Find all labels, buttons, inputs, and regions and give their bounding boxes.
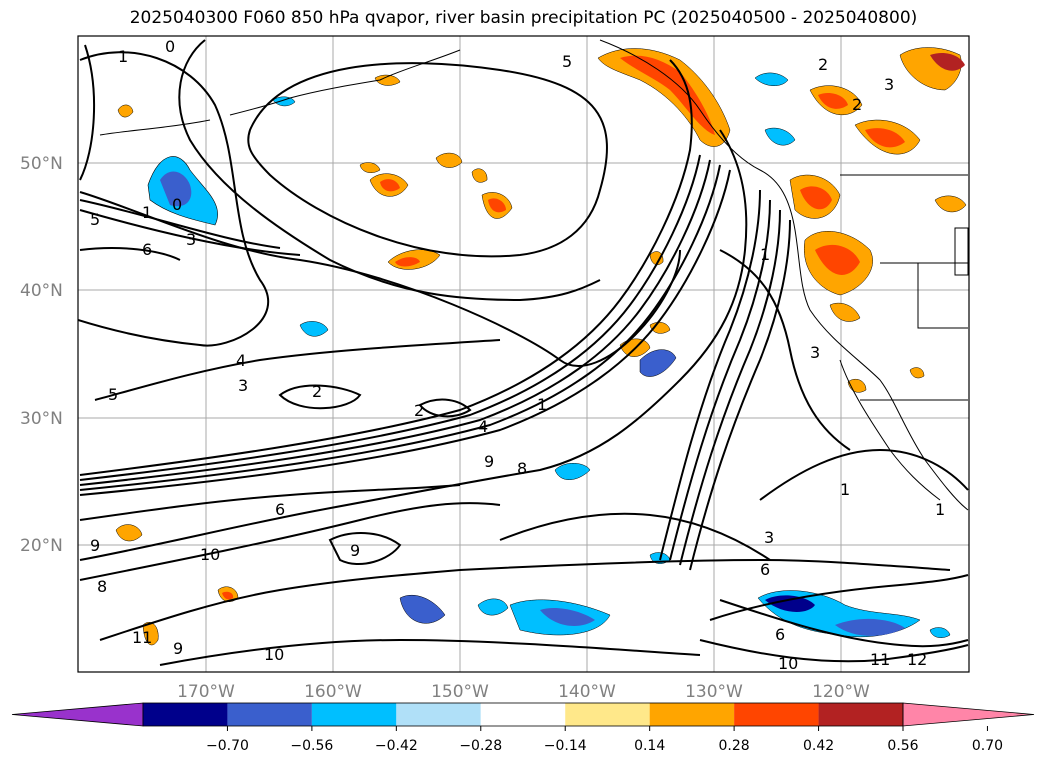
colorbar-segment <box>565 703 650 726</box>
latitude-labels: 50°N 40°N 30°N 20°N <box>20 154 63 556</box>
lon-label: 170°W <box>177 682 235 702</box>
contour-label: 1 <box>760 245 770 264</box>
contour-label: 8 <box>97 577 107 596</box>
colorbar-over-triangle <box>902 702 1035 727</box>
map-frame <box>77 35 970 673</box>
colorbar-tick-label: 0.70 <box>972 738 1003 754</box>
colorbar-segment <box>649 703 735 726</box>
contour-label: 1 <box>935 500 945 519</box>
colorbar-segment <box>311 703 397 726</box>
contour-label: 1 <box>118 47 128 66</box>
contour-label: 3 <box>764 528 774 547</box>
contour-label: 0 <box>165 37 175 56</box>
contour-label: 5 <box>90 210 100 229</box>
contour-label: 9 <box>484 452 494 471</box>
colorbar-tick-label: −0.56 <box>290 738 333 754</box>
map-title: 2025040300 F060 850 hPa qvapor, river ba… <box>129 8 918 28</box>
colorbar-segment <box>480 703 566 726</box>
contour-label: 9 <box>90 536 100 555</box>
contour-label: 2 <box>852 95 862 114</box>
colorbar-segment <box>143 703 228 726</box>
contour-label: 5 <box>108 385 118 404</box>
contour-label: 9 <box>350 541 360 560</box>
colorbar-segment <box>396 703 481 726</box>
qvapor-contours <box>78 39 969 666</box>
contour-label: 6 <box>275 500 285 519</box>
contour-label: 12 <box>907 650 927 669</box>
contour-label: 6 <box>760 560 770 579</box>
colorbar-tick-label: 0.42 <box>803 738 834 754</box>
contour-label: 11 <box>132 628 152 647</box>
contour-labels: 1 0 5 5 1 0 3 6 4 3 5 2 2 4 9 8 1 1 9 10… <box>90 37 945 673</box>
lon-label: 140°W <box>558 682 616 702</box>
lon-label: 120°W <box>812 682 870 702</box>
contour-label: 3 <box>238 376 248 395</box>
contour-label: 1 <box>142 203 152 222</box>
colorbar-segment <box>818 703 903 726</box>
contour-label: 6 <box>775 625 785 644</box>
colorbar-segment <box>227 703 312 726</box>
colorbar-under-triangle <box>11 702 144 727</box>
colorbar-tick-label: 0.28 <box>719 738 750 754</box>
contour-label: 2 <box>312 382 322 401</box>
contour-label: 4 <box>478 417 488 436</box>
contour-label: 1 <box>537 395 547 414</box>
lat-label: 30°N <box>20 409 63 429</box>
colorbar-tick-label: −0.14 <box>544 738 587 754</box>
contour-label: 10 <box>200 545 220 564</box>
lat-label: 40°N <box>20 281 63 301</box>
contour-label: 9 <box>173 639 183 658</box>
contour-label: 10 <box>778 654 798 673</box>
colorbar-segment <box>734 703 819 726</box>
colorbar-tick-label: −0.70 <box>206 738 249 754</box>
colorbar: −0.70 −0.56 −0.42 −0.28 −0.14 0.14 0.28 0.42 0.5… <box>11 702 1035 754</box>
longitude-labels: 170°W 160°W 150°W 140°W 130°W 120°W <box>177 682 870 702</box>
contour-label: 11 <box>870 650 890 669</box>
lon-label: 150°W <box>431 682 489 702</box>
contour-label: 6 <box>142 240 152 259</box>
colorbar-tick-label: −0.28 <box>459 738 502 754</box>
contour-label: 1 <box>840 480 850 499</box>
colorbar-frame <box>142 702 904 727</box>
contour-label: 4 <box>236 351 246 370</box>
contour-label: 10 <box>264 645 284 664</box>
positive-precip-blobs <box>115 47 967 646</box>
lat-label: 50°N <box>20 154 63 174</box>
contour-label: 8 <box>517 459 527 478</box>
contour-label: 2 <box>818 55 828 74</box>
contour-label: 0 <box>172 195 182 214</box>
contour-label: 3 <box>884 75 894 94</box>
colorbar-tick-label: 0.56 <box>887 738 918 754</box>
colorbar-tick-label: 0.14 <box>634 738 665 754</box>
map-area <box>78 36 969 672</box>
contour-label: 5 <box>562 52 572 71</box>
colorbar-tick-label: −0.42 <box>375 738 418 754</box>
contour-label: 3 <box>186 230 196 249</box>
lat-label: 20°N <box>20 536 63 556</box>
lon-label: 160°W <box>304 682 362 702</box>
contour-label: 3 <box>810 343 820 362</box>
contour-label: 2 <box>414 401 424 420</box>
lon-label: 130°W <box>685 682 743 702</box>
